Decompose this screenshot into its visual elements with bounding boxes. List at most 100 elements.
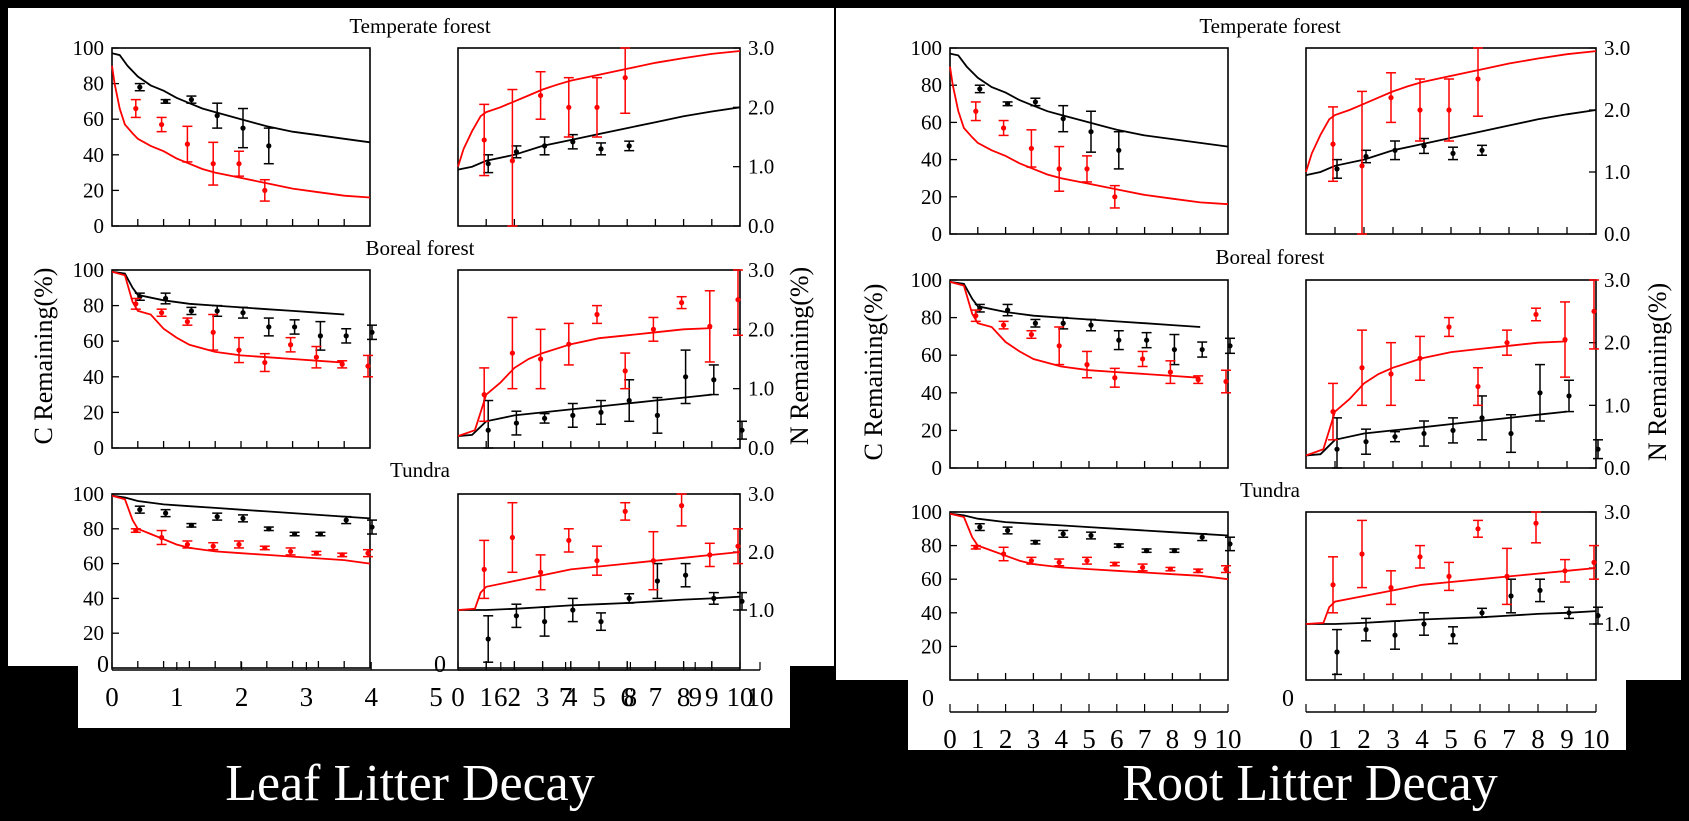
black-data-point	[1032, 320, 1038, 326]
red-data-point	[210, 329, 216, 335]
red-data-point	[1504, 573, 1510, 580]
red-data-point	[679, 503, 685, 509]
red-data-point	[594, 104, 600, 110]
black-data-point	[1392, 632, 1398, 638]
black-data-point	[1088, 532, 1094, 539]
black-data-point	[542, 415, 548, 421]
black-data-point	[1032, 99, 1038, 105]
x-tick-label: 10	[1215, 724, 1242, 754]
y-tick-label: 1.0	[1604, 612, 1630, 636]
red-data-point	[1140, 564, 1146, 571]
black-data-point	[683, 374, 689, 380]
red-data-point	[1028, 558, 1034, 564]
figure-background	[78, 666, 790, 728]
black-data-point	[1144, 337, 1150, 343]
y-tick-label: 20	[83, 178, 104, 202]
y-tick-label: 20	[83, 400, 104, 424]
black-data-point	[1450, 150, 1456, 156]
red-data-point	[650, 558, 657, 564]
y-tick-label: 0	[932, 222, 943, 246]
black-data-point	[266, 143, 272, 149]
black-data-point	[1334, 166, 1340, 172]
black-model-line	[111, 52, 371, 144]
red-data-point	[159, 121, 165, 128]
figure-root: Temperate forest0204060801000.01.02.03.0…	[836, 8, 1681, 812]
black-data-point	[1450, 427, 1456, 433]
black-data-point	[266, 526, 272, 532]
x-tick-label: 5	[1082, 724, 1096, 754]
y-tick-label: 1.0	[1604, 393, 1630, 417]
red-model-line	[1305, 50, 1597, 173]
red-data-point	[594, 558, 600, 564]
black-data-point	[485, 427, 491, 433]
black-data-point	[1199, 534, 1205, 540]
black-data-point	[240, 310, 246, 316]
red-data-point	[481, 392, 487, 398]
red-data-point	[1446, 573, 1452, 580]
black-data-point	[977, 86, 983, 92]
black-model-line	[458, 595, 741, 611]
black-data-point	[240, 515, 246, 521]
red-data-point	[1028, 145, 1034, 152]
panel-n-0: 0.0 1.0 2.0 3.0	[1305, 36, 1630, 246]
red-data-point	[566, 537, 572, 544]
y-tick-label: 60	[83, 552, 104, 576]
x-tick-label: 0	[943, 724, 957, 754]
x-tick-label: 9	[1560, 724, 1574, 754]
black-data-point	[711, 595, 717, 602]
red-data-point	[509, 158, 515, 164]
zero-label: 0	[97, 652, 109, 678]
y-tick-label: 40	[921, 381, 942, 405]
red-data-point	[288, 548, 294, 555]
red-data-point	[1112, 194, 1118, 200]
black-data-point	[1088, 129, 1094, 135]
panel-n-1: 0.0 1.0 2.0 3.0	[457, 258, 774, 460]
red-model-line	[457, 551, 741, 611]
panel-c-1: 0 20 40 60 80 100	[73, 258, 377, 460]
black-data-point	[654, 412, 661, 418]
black-data-point	[266, 324, 272, 330]
x-tick-label: 3	[1027, 724, 1041, 754]
black-data-point	[626, 143, 632, 149]
red-data-point	[262, 359, 268, 366]
black-model-line	[1306, 610, 1597, 625]
black-data-point	[598, 619, 604, 625]
y-tick-label: 80	[921, 534, 942, 558]
n-axis-label: N Remaining(%)	[1643, 283, 1672, 461]
black-model-line	[949, 281, 1201, 328]
black-data-point	[1421, 430, 1427, 437]
x-tick-label: 9	[688, 682, 702, 712]
y-tick-label: 2.0	[748, 95, 774, 119]
red-data-point	[1056, 166, 1062, 172]
black-data-point	[292, 531, 298, 537]
red-data-point	[339, 552, 345, 558]
red-data-point	[1140, 356, 1146, 362]
x-tick-label: 3	[1386, 724, 1400, 754]
y-tick-label: 80	[83, 72, 104, 96]
y-tick-label: 0.0	[748, 436, 774, 460]
y-tick-label: 2.0	[748, 317, 774, 341]
black-data-point	[598, 146, 604, 152]
black-data-point	[188, 97, 194, 103]
red-data-point	[1084, 558, 1090, 564]
x-tick-label: 0	[451, 682, 465, 712]
x-tick-label: 7	[1138, 724, 1152, 754]
y-tick-label: 3.0	[748, 36, 774, 60]
black-data-point	[1116, 147, 1122, 153]
black-data-point	[1363, 439, 1369, 445]
black-data-point	[683, 572, 689, 578]
red-data-point	[236, 161, 242, 167]
black-data-point	[570, 139, 576, 145]
red-data-point	[288, 342, 294, 348]
x-tick-label: 2	[1357, 724, 1371, 754]
x-tick-label: 7	[649, 682, 663, 712]
black-data-point	[317, 333, 323, 339]
y-tick-label: 3.0	[748, 482, 774, 506]
red-data-point	[594, 311, 600, 318]
x-tick-label: 10	[1583, 724, 1610, 754]
red-data-point	[1084, 362, 1090, 368]
black-data-point	[570, 412, 576, 418]
red-data-point	[1417, 107, 1423, 113]
red-data-point	[707, 552, 713, 558]
red-data-point	[133, 301, 139, 307]
